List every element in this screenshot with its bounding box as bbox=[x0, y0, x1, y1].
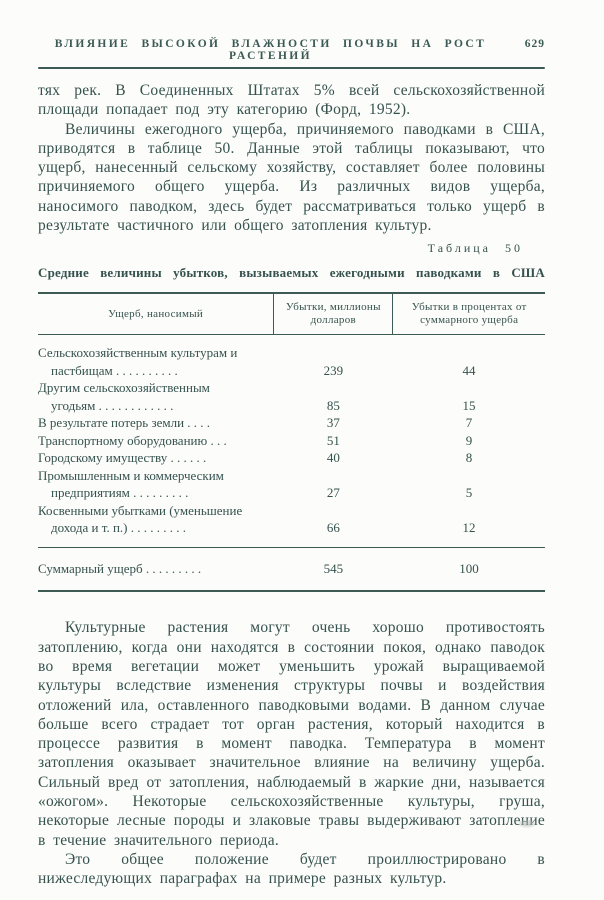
row-value-millions: 37 bbox=[326, 415, 340, 431]
row-label: Сельскохозяйственным культурам и пастбищ… bbox=[38, 345, 238, 378]
paragraph-1: тях рек. В Соединенных Штатах 5% всей се… bbox=[38, 82, 545, 119]
flood-damage-table: Ущерб, наносимый Убытки, миллионы доллар… bbox=[38, 292, 545, 593]
row-value-percent: 7 bbox=[465, 415, 473, 431]
table-total: Суммарный ущерб . . . . . . . . . 545 10… bbox=[38, 546, 545, 592]
paragraph-4: Это общее положение будет проиллюстриров… bbox=[38, 850, 545, 888]
row-value-millions: 66 bbox=[326, 520, 340, 536]
page-content: ВЛИЯНИЕ ВЫСОКОЙ ВЛАЖНОСТИ ПОЧВЫ НА РОСТ … bbox=[38, 38, 545, 889]
scan-artifact bbox=[519, 820, 535, 827]
row-value-percent: 9 bbox=[465, 432, 473, 448]
table-row: Сельскохозяйственным культурам и пастбищ… bbox=[38, 335, 545, 380]
total-row: Суммарный ущерб . . . . . . . . . 545 10… bbox=[38, 546, 545, 592]
row-label: Другим сельскохозяйственным угодьям . . … bbox=[38, 380, 210, 413]
table-row: Промышленным и коммерческим предприятиям… bbox=[38, 467, 545, 502]
row-value-millions: 85 bbox=[326, 397, 340, 413]
running-head: ВЛИЯНИЕ ВЫСОКОЙ ВЛАЖНОСТИ ПОЧВЫ НА РОСТ … bbox=[38, 38, 545, 62]
row-value-percent: 44 bbox=[462, 362, 476, 378]
page-number: 629 bbox=[524, 38, 545, 50]
row-label: В результате потерь земли . . . . bbox=[38, 415, 211, 431]
total-label: Суммарный ущерб . . . . . . . . . bbox=[38, 546, 274, 592]
table-caption: Средние величины убытков, вызываемых еже… bbox=[38, 265, 545, 281]
table-label: Таблица 50 bbox=[427, 241, 523, 256]
column-header-percent: Убытки в процентах от суммарного ущерба bbox=[392, 293, 545, 336]
table-row: В результате потерь земли . . . . 37 7 bbox=[38, 414, 545, 432]
row-value-millions: 51 bbox=[326, 432, 340, 448]
table-row: Городскому имуществу . . . . . . 40 8 bbox=[38, 449, 545, 467]
row-value-millions: 27 bbox=[326, 485, 340, 501]
table-row: Косвенными убытками (уменьшение дохода и… bbox=[38, 502, 545, 548]
row-value-percent: 12 bbox=[462, 520, 476, 536]
paragraph-2: Величины ежегодного ущерба, причиняемого… bbox=[38, 120, 545, 235]
row-value-millions: 40 bbox=[326, 450, 340, 466]
total-percent: 100 bbox=[392, 546, 545, 592]
row-value-percent: 15 bbox=[462, 397, 476, 413]
row-value-percent: 5 bbox=[465, 485, 473, 501]
row-value-percent: 8 bbox=[465, 450, 473, 466]
total-millions: 545 bbox=[273, 546, 393, 592]
row-label: Промышленным и коммерческим предприятиям… bbox=[38, 467, 224, 501]
table-body: Сельскохозяйственным культурам и пастбищ… bbox=[38, 335, 545, 548]
row-label: Городскому имуществу . . . . . . bbox=[38, 450, 207, 466]
row-value-millions: 239 bbox=[323, 362, 344, 378]
paragraph-3: Культурные растения могут очень хорошо п… bbox=[38, 619, 545, 849]
row-label: Транспортному оборудованию . . . bbox=[38, 432, 227, 448]
column-header-damage-type: Ущерб, наносимый bbox=[38, 293, 274, 336]
row-label: Косвенными убытками (уменьшение дохода и… bbox=[38, 502, 243, 536]
header-rule bbox=[38, 67, 545, 69]
running-head-title: ВЛИЯНИЕ ВЫСОКОЙ ВЛАЖНОСТИ ПОЧВЫ НА РОСТ … bbox=[54, 38, 487, 62]
table-row: Другим сельскохозяйственным угодьям . . … bbox=[38, 379, 545, 414]
column-header-millions: Убытки, миллионы долларов bbox=[273, 293, 393, 336]
table-header: Ущерб, наносимый Убытки, миллионы доллар… bbox=[38, 293, 545, 336]
table-row: Транспортному оборудованию . . . 51 9 bbox=[38, 432, 545, 450]
